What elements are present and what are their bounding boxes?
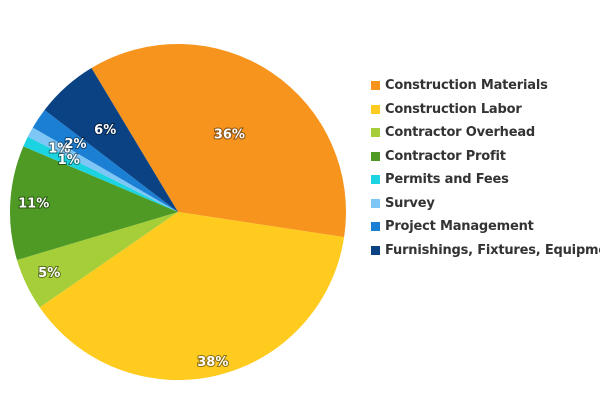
- slice-data-label: 5%: [38, 266, 60, 281]
- legend-item: Survey: [371, 192, 600, 216]
- pie-slice: [39, 212, 345, 381]
- slice-data-label: 36%: [214, 128, 245, 143]
- slice-data-label: 6%: [94, 123, 116, 138]
- slice-data-label: 11%: [18, 196, 49, 211]
- slice-data-label: 1%: [58, 153, 80, 168]
- legend-label: Construction Materials: [385, 78, 548, 94]
- legend-swatch: [371, 245, 380, 255]
- legend-label: Project Management: [385, 219, 534, 235]
- legend-swatch: [371, 81, 380, 91]
- legend-swatch: [371, 198, 380, 208]
- legend-swatch: [371, 151, 380, 161]
- legend-swatch: [371, 222, 380, 232]
- pie-slice: [91, 44, 346, 238]
- pie-slice: [32, 109, 178, 212]
- legend-label: Construction Labor: [385, 101, 522, 117]
- legend-swatch: [371, 128, 380, 138]
- pie-slice: [10, 146, 179, 260]
- legend-item: Construction Materials: [371, 74, 600, 98]
- legend-item: Furnishings, Fixtures, Equipment: [371, 239, 600, 263]
- legend-swatch: [371, 104, 380, 114]
- legend-item: Project Management: [371, 215, 600, 239]
- pie-slice: [17, 212, 178, 308]
- slice-data-label: 1%: [48, 141, 70, 156]
- legend-swatch: [371, 175, 380, 185]
- pie-slice: [23, 136, 178, 212]
- legend-item: Contractor Overhead: [371, 121, 600, 145]
- legend: Construction Materials Construction Labor…: [371, 74, 600, 262]
- legend-item: Construction Labor: [371, 98, 600, 122]
- pie-slice: [27, 127, 179, 212]
- slice-data-label: 2%: [64, 137, 86, 152]
- legend-label: Permits and Fees: [385, 172, 509, 188]
- slice-data-label: 38%: [197, 355, 228, 370]
- legend-item: Contractor Profit: [371, 145, 600, 169]
- legend-label: Furnishings, Fixtures, Equipment: [385, 242, 600, 258]
- pie-slice: [44, 68, 178, 212]
- legend-label: Contractor Overhead: [385, 125, 536, 141]
- pie-chart: 36% 38% 5% 11% 1%1%2% 6%: [10, 44, 346, 381]
- legend-item: Permits and Fees: [371, 168, 600, 192]
- legend-label: Contractor Profit: [385, 148, 506, 164]
- legend-label: Survey: [385, 195, 435, 211]
